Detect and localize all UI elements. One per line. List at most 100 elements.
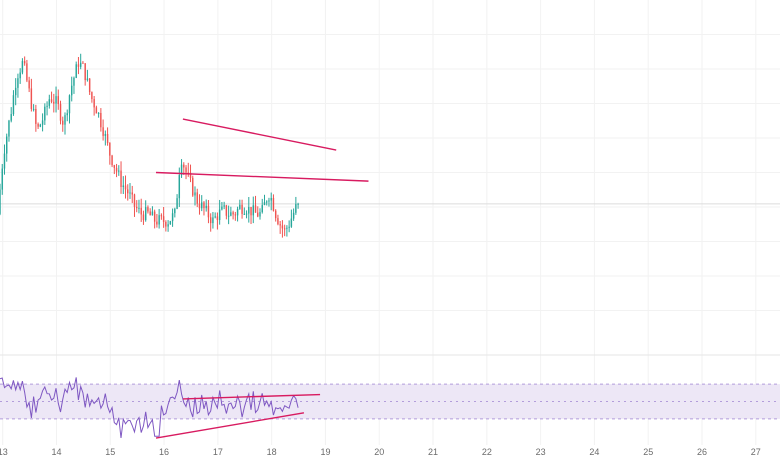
candle-down bbox=[153, 211, 156, 222]
candle-up bbox=[19, 72, 21, 79]
candle-down bbox=[274, 210, 277, 219]
candle-up bbox=[10, 114, 12, 121]
candle-down bbox=[93, 99, 95, 108]
candle-down bbox=[209, 217, 212, 224]
candle-down bbox=[111, 155, 113, 166]
candle-up bbox=[201, 202, 203, 209]
candle-up bbox=[75, 64, 77, 78]
candle-up bbox=[17, 78, 19, 88]
candle-down bbox=[28, 80, 30, 89]
candle-up bbox=[32, 108, 35, 110]
candle-up bbox=[268, 200, 270, 202]
candle-down bbox=[23, 61, 26, 64]
candle-down bbox=[203, 202, 205, 209]
x-tick-label: 21 bbox=[428, 447, 438, 457]
x-tick-label: 15 bbox=[105, 447, 115, 457]
candle-up bbox=[236, 208, 239, 216]
candle-down bbox=[232, 212, 234, 215]
candle-down bbox=[127, 189, 129, 194]
candle-down bbox=[30, 88, 33, 110]
x-tick-label: 26 bbox=[697, 447, 707, 457]
candle-down bbox=[88, 78, 91, 93]
candle-down bbox=[192, 177, 194, 196]
rsi-trendline bbox=[182, 393, 321, 400]
candle-down bbox=[35, 108, 37, 124]
candle-up bbox=[252, 205, 254, 216]
candle-down bbox=[95, 107, 98, 114]
candle-down bbox=[207, 205, 210, 218]
price-trendline bbox=[155, 171, 369, 182]
x-tick-label: 18 bbox=[267, 447, 277, 457]
candle-up bbox=[174, 208, 176, 214]
price-panel bbox=[0, 53, 780, 238]
candle-up bbox=[194, 192, 196, 196]
candle-down bbox=[82, 62, 84, 64]
candle-up bbox=[122, 185, 124, 187]
candle-up bbox=[86, 78, 89, 81]
candle-up bbox=[295, 204, 297, 213]
candle-up bbox=[118, 170, 120, 172]
candle-down bbox=[113, 165, 116, 168]
x-tick-label: 16 bbox=[159, 447, 169, 457]
candle-up bbox=[21, 61, 24, 73]
candle-down bbox=[77, 64, 80, 67]
candle-up bbox=[227, 215, 230, 217]
candle-down bbox=[216, 216, 219, 221]
candle-down bbox=[91, 92, 93, 100]
candle-up bbox=[12, 95, 15, 115]
candle-down bbox=[234, 214, 237, 216]
candle-down bbox=[124, 185, 127, 190]
x-tick-label: 22 bbox=[482, 447, 492, 457]
price-trendline bbox=[182, 118, 337, 151]
candle-down bbox=[142, 214, 145, 221]
candle-up bbox=[230, 212, 232, 216]
candle-down bbox=[100, 112, 102, 128]
candle-up bbox=[6, 136, 8, 154]
candle-up bbox=[218, 209, 221, 221]
candle-down bbox=[187, 172, 189, 174]
candle-up bbox=[3, 153, 6, 169]
x-axis: 13 14 15 16 17 18 19 20 21 22 23 24 25 26 27 bbox=[0, 447, 761, 457]
candle-down bbox=[147, 207, 149, 212]
candle-up bbox=[212, 217, 214, 224]
rsi-line bbox=[0, 377, 299, 439]
rsi-panel bbox=[0, 377, 780, 439]
candle-up bbox=[286, 227, 288, 229]
x-tick-label: 24 bbox=[589, 447, 599, 457]
candle-up bbox=[259, 212, 261, 217]
candle-down bbox=[196, 192, 198, 204]
candle-up bbox=[8, 120, 10, 137]
candle-down bbox=[50, 99, 53, 102]
x-tick-label: 23 bbox=[536, 447, 546, 457]
candle-up bbox=[41, 120, 44, 125]
candle-up bbox=[48, 99, 51, 106]
candle-up bbox=[44, 106, 46, 121]
candle-down bbox=[283, 228, 286, 230]
candle-down bbox=[62, 120, 64, 125]
candle-up bbox=[0, 189, 1, 214]
candle-up bbox=[221, 206, 223, 210]
candle-down bbox=[106, 133, 109, 143]
candle-down bbox=[37, 123, 39, 127]
candle-up bbox=[223, 205, 225, 207]
candle-up bbox=[46, 105, 48, 107]
candle-up bbox=[167, 224, 169, 227]
candle-down bbox=[281, 225, 284, 229]
candle-down bbox=[53, 101, 55, 104]
candle-up bbox=[73, 77, 75, 86]
candle-down bbox=[165, 221, 167, 227]
candle-up bbox=[144, 207, 147, 221]
candle-down bbox=[225, 205, 228, 216]
candle-up bbox=[1, 168, 3, 190]
candle-down bbox=[102, 127, 104, 136]
candle-down bbox=[59, 104, 62, 121]
candle-up bbox=[261, 205, 263, 213]
candle-down bbox=[133, 194, 136, 207]
candle-down bbox=[120, 170, 122, 187]
candle-up bbox=[55, 96, 57, 104]
candle-up bbox=[292, 212, 295, 219]
candle-up bbox=[158, 215, 160, 225]
candle-down bbox=[26, 63, 28, 81]
x-tick-label: 14 bbox=[51, 447, 61, 457]
